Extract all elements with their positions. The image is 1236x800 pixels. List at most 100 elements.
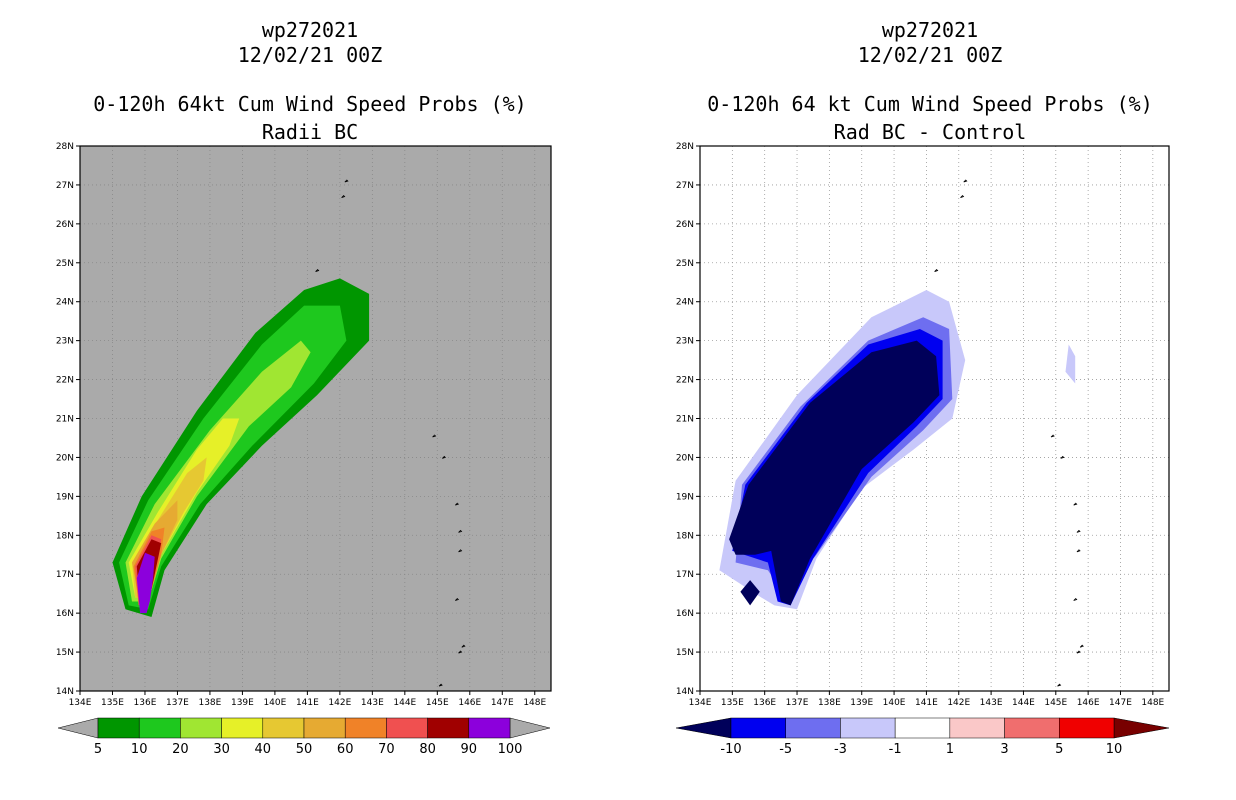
colorbar-label: 3 bbox=[1000, 742, 1008, 757]
colorbar-arrow-high bbox=[1113, 717, 1170, 739]
colorbar-label: 90 bbox=[461, 742, 478, 757]
island-outline bbox=[1076, 549, 1081, 553]
left-subtitle2: Radii BC bbox=[261, 120, 359, 144]
y-tick-label: 22N bbox=[676, 376, 694, 386]
colorbar-box bbox=[949, 717, 1005, 739]
x-tick-label: 137E bbox=[166, 698, 189, 708]
x-tick-label: 144E bbox=[393, 698, 416, 708]
contour-level--10 bbox=[740, 580, 760, 606]
x-tick-label: 144E bbox=[1012, 698, 1035, 708]
colorbar-label: 40 bbox=[255, 742, 272, 757]
x-tick-label: 148E bbox=[1141, 698, 1164, 708]
y-tick-label: 22N bbox=[56, 376, 74, 386]
left-subtitle: 0-120h 64kt Cum Wind Speed Probs (%) bbox=[93, 92, 527, 116]
colorbar-box bbox=[221, 717, 264, 739]
colorbar: 5 10 20 30 40 50 60 70 80 90 100 bbox=[57, 717, 551, 757]
x-tick-label: 145E bbox=[426, 698, 449, 708]
island-outline bbox=[442, 455, 447, 459]
island-outline bbox=[960, 195, 965, 198]
island-outline bbox=[458, 549, 463, 553]
y-tick-label: 28N bbox=[676, 142, 694, 152]
colorbar-label: -3 bbox=[834, 742, 847, 757]
colorbar-box bbox=[730, 717, 786, 739]
y-tick-label: 19N bbox=[676, 492, 694, 502]
y-tick-label: 25N bbox=[56, 259, 74, 269]
island-outline bbox=[315, 269, 320, 272]
island-outline bbox=[1073, 597, 1078, 601]
island-outline bbox=[1073, 502, 1078, 506]
colorbar-box bbox=[386, 717, 428, 739]
island-outline bbox=[438, 683, 443, 687]
colorbar-box bbox=[785, 717, 841, 739]
colorbar-box bbox=[344, 717, 387, 739]
island-outline bbox=[341, 195, 346, 198]
y-tick-label: 23N bbox=[56, 337, 74, 347]
left-storm-id: wp272021 bbox=[261, 18, 359, 42]
y-tick-label: 28N bbox=[56, 142, 74, 152]
island-outline bbox=[455, 502, 460, 506]
y-tick-label: 16N bbox=[676, 609, 694, 619]
colorbar-label: 80 bbox=[419, 742, 436, 757]
x-tick-label: 143E bbox=[361, 698, 384, 708]
y-tick-label: 24N bbox=[676, 298, 694, 308]
x-tick-label: 138E bbox=[818, 698, 841, 708]
colorbar-label: 5 bbox=[1055, 742, 1063, 757]
y-tick-label: 20N bbox=[56, 453, 74, 463]
x-tick-label: 139E bbox=[231, 698, 254, 708]
y-tick-label: 27N bbox=[56, 181, 74, 191]
y-tick-label: 24N bbox=[56, 298, 74, 308]
right-storm-id: wp272021 bbox=[881, 18, 979, 42]
colorbar-box bbox=[180, 717, 222, 739]
colorbar-label: 1 bbox=[946, 742, 954, 757]
right-subtitle2: Rad BC - Control bbox=[833, 120, 1027, 144]
x-tick-label: 146E bbox=[1077, 698, 1100, 708]
colorbar-label: 70 bbox=[378, 742, 395, 757]
island-outline bbox=[1079, 644, 1084, 648]
right-title: wp272021 12/02/21 00Z bbox=[680, 18, 1180, 68]
island-outline bbox=[461, 644, 466, 648]
panel-left: 134E 135E 136E 137E 138E 139E 140E 141E 142E 143E… bbox=[56, 142, 552, 757]
colorbar-box bbox=[427, 717, 470, 739]
contour-level--10 bbox=[729, 340, 940, 606]
x-tick-label: 145E bbox=[1044, 698, 1067, 708]
y-tick-label: 25N bbox=[676, 259, 694, 269]
y-tick-label: 23N bbox=[676, 337, 694, 347]
panel-right: 134E 135E 136E 137E 138E 139E 140E 141E 142E 143E… bbox=[675, 142, 1170, 757]
colorbar-box bbox=[303, 717, 346, 739]
island-outline bbox=[344, 179, 349, 183]
y-tick-label: 15N bbox=[676, 648, 694, 658]
x-tick-label: 143E bbox=[980, 698, 1003, 708]
island-outline bbox=[1050, 434, 1055, 438]
island-outline bbox=[1060, 455, 1065, 459]
island-outline bbox=[458, 529, 463, 533]
y-tick-label: 18N bbox=[56, 531, 74, 541]
x-tick-label: 136E bbox=[134, 698, 157, 708]
x-tick-label: 146E bbox=[458, 698, 481, 708]
island-outline bbox=[934, 269, 939, 272]
x-tick-label: 142E bbox=[328, 698, 351, 708]
y-tick-label: 16N bbox=[56, 609, 74, 619]
colorbar-arrow-low bbox=[57, 717, 99, 739]
x-tick-label: 134E bbox=[689, 698, 712, 708]
colorbar-box bbox=[1004, 717, 1060, 739]
colorbar-box bbox=[894, 717, 951, 739]
colorbar-arrow-low bbox=[675, 717, 732, 739]
colorbar-box bbox=[468, 717, 511, 739]
y-tick-label: 17N bbox=[56, 570, 74, 580]
island-outline bbox=[455, 597, 460, 601]
y-tick-label: 14N bbox=[56, 687, 74, 697]
y-tick-label: 27N bbox=[676, 181, 694, 191]
colorbar-label: -1 bbox=[889, 742, 902, 757]
island-outline bbox=[1076, 529, 1081, 533]
x-tick-label: 139E bbox=[850, 698, 873, 708]
y-tick-label: 19N bbox=[56, 492, 74, 502]
contour-level-100 bbox=[136, 552, 155, 614]
island-outline bbox=[432, 434, 437, 438]
y-tick-label: 15N bbox=[56, 648, 74, 658]
colorbar-label: 30 bbox=[213, 742, 230, 757]
colorbar-label: 60 bbox=[337, 742, 354, 757]
y-tick-label: 21N bbox=[56, 415, 74, 425]
x-tick-label: 134E bbox=[69, 698, 92, 708]
colorbar-box bbox=[262, 717, 305, 739]
x-tick-label: 135E bbox=[101, 698, 124, 708]
